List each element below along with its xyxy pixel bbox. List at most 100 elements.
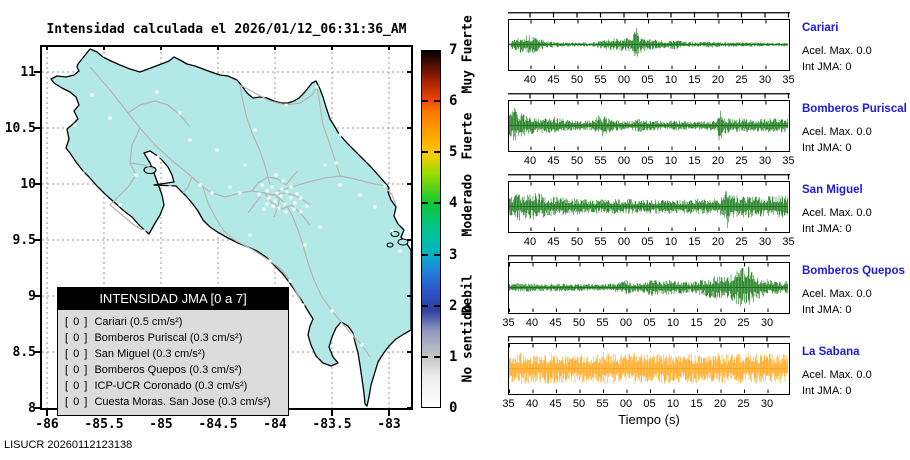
waveform-x-tick-label: 05 bbox=[643, 317, 656, 329]
waveform-x-tick-label: 15 bbox=[688, 155, 701, 167]
axis-tick bbox=[407, 351, 412, 353]
station-marker bbox=[284, 210, 288, 214]
footer-timestamp: LISUCR 20260112123138 bbox=[4, 439, 133, 451]
colorbar-tick bbox=[422, 100, 428, 103]
waveform-x-tick-label: 35 bbox=[782, 155, 795, 167]
waveform-x-tick-label: 00 bbox=[617, 155, 631, 167]
legend-title: INTENSIDAD JMA [0 a 7] bbox=[58, 288, 288, 310]
colorbar-tick-label: 2 bbox=[449, 297, 458, 314]
legend-item: [ 0 ] San Miguel (0.3 cm/s²) bbox=[65, 346, 281, 362]
waveform-x-tick-label: 20 bbox=[711, 155, 725, 167]
colorbar-category-label: Fuerte bbox=[460, 112, 476, 160]
station-marker bbox=[273, 199, 277, 203]
axis-tick bbox=[34, 183, 40, 185]
y-tick-label: 8 bbox=[28, 401, 36, 416]
legend-item-value: [ 0 ] bbox=[65, 332, 89, 344]
axis-tick bbox=[46, 45, 48, 50]
station-marker bbox=[284, 103, 288, 107]
colorbar-gradient bbox=[422, 51, 440, 407]
waveform-ruler bbox=[508, 174, 790, 180]
station-marker bbox=[289, 196, 293, 200]
waveform-trace bbox=[508, 27, 789, 57]
station-marker bbox=[360, 343, 364, 347]
waveform-x-tick-label: 00 bbox=[617, 74, 631, 86]
colorbar-tick-label: 6 bbox=[449, 93, 458, 110]
axis-tick bbox=[34, 127, 40, 129]
axis-tick bbox=[34, 239, 40, 241]
waveform-box bbox=[508, 19, 790, 71]
axis-tick bbox=[34, 351, 40, 353]
station-marker bbox=[330, 309, 334, 313]
station-marker bbox=[289, 185, 293, 189]
waveform-x-tick-label: 05 bbox=[641, 236, 654, 248]
waveform-plot bbox=[508, 20, 790, 69]
station-marker bbox=[285, 190, 289, 194]
station-marker bbox=[265, 189, 269, 193]
legend-item-label: ICP-UCR Coronado (0.3 cm/s²) bbox=[88, 380, 248, 392]
x-tick-label: -85.5 bbox=[84, 417, 124, 432]
waveform-panel: 40 45 50 55 00 05 10 15 20 25 30 35 Bomberos Purisca… bbox=[508, 93, 910, 174]
waveform-x-tick-label: 10 bbox=[666, 317, 680, 329]
colorbar-tick-label: 4 bbox=[449, 195, 458, 212]
waveform-plot bbox=[508, 344, 789, 393]
legend-item: [ 0 ] Cariari (0.5 cm/s²) bbox=[65, 314, 281, 330]
accel-max-label: Acel. Max. 0.0 bbox=[802, 45, 872, 57]
station-marker bbox=[64, 151, 68, 155]
int-jma-label: Int JMA: 0 bbox=[802, 223, 852, 235]
axis-tick bbox=[274, 45, 276, 50]
waveform-x-tick-label: 30 bbox=[758, 74, 772, 86]
station-marker bbox=[155, 90, 159, 94]
time-axis-label: Tiempo (s) bbox=[618, 412, 680, 427]
waveform-x-tick-label: 50 bbox=[570, 74, 584, 86]
station-marker bbox=[168, 185, 172, 189]
colorbar-tick bbox=[434, 100, 440, 103]
int-jma-label: Int JMA: 0 bbox=[802, 142, 852, 154]
waveform-panel: 35 40 45 50 55 00 05 10 15 20 25 30 Bomberos Quepos A… bbox=[502, 255, 910, 336]
legend-item-label: Cariari (0.5 cm/s²) bbox=[88, 316, 183, 328]
waveform-ruler bbox=[508, 93, 790, 99]
station-marker bbox=[280, 187, 284, 191]
station-marker bbox=[293, 201, 297, 205]
colorbar-tick-label: 5 bbox=[449, 144, 458, 161]
legend-items: [ 0 ] Cariari (0.5 cm/s²)[ 0 ] Bomberos … bbox=[58, 310, 288, 415]
axis-tick bbox=[34, 407, 40, 409]
station-marker bbox=[299, 210, 303, 214]
waveform-x-tick-label: 45 bbox=[547, 236, 560, 248]
axis-tick bbox=[46, 410, 48, 416]
waveform-box bbox=[508, 343, 790, 395]
waveform-x-tick-label: 35 bbox=[782, 236, 795, 248]
station-marker bbox=[295, 192, 299, 196]
legend-item: [ 0 ] ICP-UCR Coronado (0.3 cm/s²) bbox=[65, 378, 281, 394]
station-marker bbox=[301, 303, 305, 307]
axis-tick bbox=[407, 239, 412, 241]
waveform-x-tick-label: 10 bbox=[664, 236, 678, 248]
waveform-panel: 40 45 50 55 00 05 10 15 20 25 30 35 Cariari Acel. Max… bbox=[508, 12, 910, 93]
waveform-x-tick-label: 20 bbox=[713, 398, 727, 410]
waveform-x-tick-label: 40 bbox=[523, 236, 537, 248]
axis-tick bbox=[407, 407, 412, 409]
station-marker bbox=[271, 204, 275, 208]
station-marker bbox=[268, 259, 272, 263]
colorbar-tick-label: 3 bbox=[449, 246, 458, 263]
colorbar-category-label: Muy Fuerte bbox=[460, 14, 476, 94]
waveform-x-tick-label: 05 bbox=[643, 398, 656, 410]
colorbar-tick bbox=[422, 151, 428, 154]
waveform-plot bbox=[508, 101, 790, 150]
station-name: Bomberos Puriscal bbox=[802, 103, 907, 115]
waveform-x-tick-label: 15 bbox=[688, 236, 701, 248]
waveform-ruler bbox=[508, 12, 790, 18]
station-marker bbox=[334, 161, 338, 165]
station-marker bbox=[348, 93, 352, 97]
waveform-x-tick-label: 20 bbox=[713, 317, 727, 329]
colorbar-tick bbox=[422, 202, 428, 205]
station-marker bbox=[338, 133, 342, 137]
accel-max-label: Acel. Max. 0.0 bbox=[802, 288, 872, 300]
station-marker bbox=[248, 233, 252, 237]
station-marker bbox=[281, 179, 285, 183]
waveform-x-tick-label: 25 bbox=[737, 398, 750, 410]
colorbar-tick bbox=[434, 202, 440, 205]
colorbar-category-label: No sentido bbox=[460, 303, 476, 383]
waveform-x-tick-label: 15 bbox=[688, 74, 701, 86]
caribbean-island bbox=[386, 242, 394, 248]
station-marker bbox=[118, 203, 122, 207]
